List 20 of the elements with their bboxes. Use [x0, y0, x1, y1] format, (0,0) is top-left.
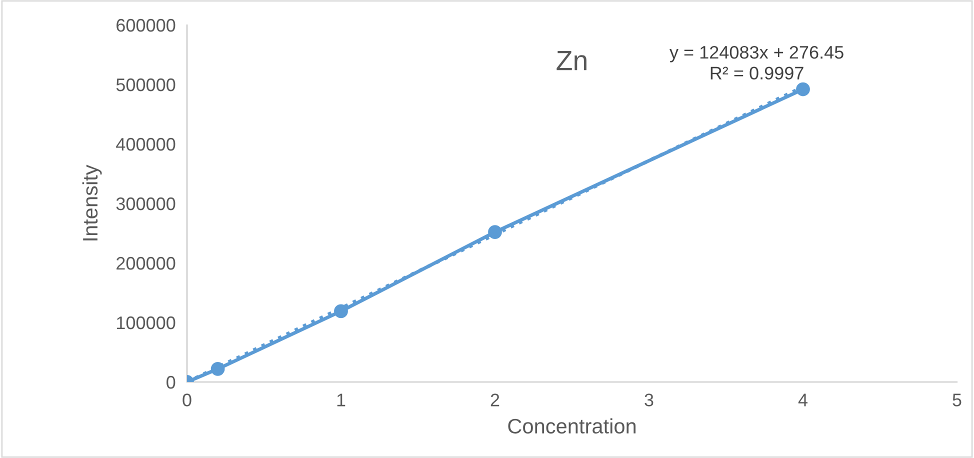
- x-tick-label: 5: [952, 394, 962, 406]
- annotation: y = 124083x + 276.45 R² = 0.9997: [670, 46, 844, 80]
- y-tick-label: 500000: [116, 78, 176, 92]
- point: [488, 225, 502, 240]
- text: Zn: [556, 51, 586, 70]
- y-tick-label: 300000: [116, 197, 176, 210]
- x-tick-label: 3: [644, 394, 654, 406]
- point: [796, 82, 810, 96]
- y-tick-label: 100000: [117, 316, 176, 330]
- point: [334, 304, 348, 318]
- x-tick-label: 4: [798, 394, 808, 406]
- y-tick-label: 400000: [116, 138, 176, 151]
- y-axis-title: Intensity: [82, 164, 102, 240]
- y-tick-label: 600000: [116, 18, 176, 32]
- y-tick-label: 0: [166, 376, 176, 389]
- x-tick-label: 0: [182, 394, 192, 406]
- x-tick-label: 2: [490, 394, 500, 406]
- y-tick-label: 200000: [116, 256, 176, 270]
- x-axis-title: Concentration: [508, 418, 636, 434]
- x-tick-label: 1: [337, 394, 346, 406]
